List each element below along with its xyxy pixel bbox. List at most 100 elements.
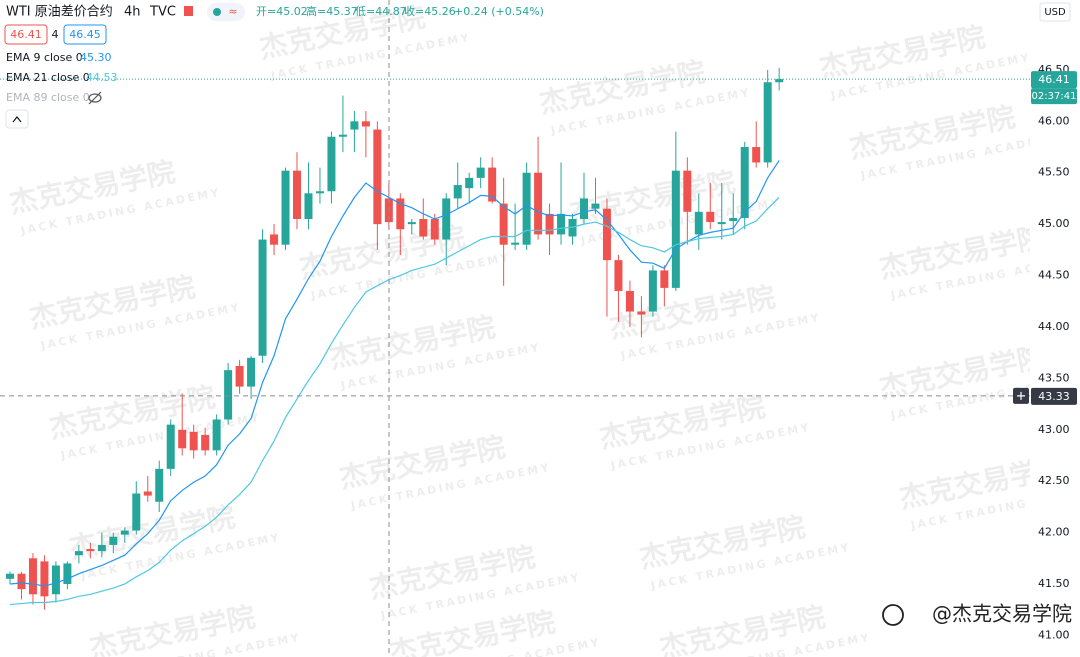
candle-body xyxy=(729,217,738,222)
status-icon: ≈ xyxy=(228,5,237,18)
candle-body xyxy=(293,170,301,219)
candle-body xyxy=(212,419,221,451)
indicator-name: EMA 9 close 0 xyxy=(6,51,83,64)
crosshair-plus xyxy=(1017,391,1025,400)
ema-line xyxy=(9,196,780,606)
candle-body xyxy=(350,121,359,130)
crosshair-price-box xyxy=(1031,387,1077,405)
candle-body xyxy=(28,558,37,595)
candle-body xyxy=(224,370,233,420)
collapse-button[interactable] xyxy=(5,109,29,129)
ohlc-open: 开=45.02 xyxy=(256,5,308,18)
price-axis xyxy=(1030,0,1080,657)
y-tick-label: 43.00 xyxy=(1038,423,1070,436)
candle-body xyxy=(671,170,680,288)
y-tick-label: 42.50 xyxy=(1038,474,1070,487)
candle-body xyxy=(775,79,784,83)
candle-body xyxy=(396,198,405,230)
y-tick-label: 43.50 xyxy=(1038,371,1070,384)
hidden-icon[interactable] xyxy=(88,91,102,105)
candle-body xyxy=(602,208,611,261)
ask-box[interactable] xyxy=(63,24,107,45)
candle-body xyxy=(247,357,256,387)
candle-body xyxy=(178,429,187,449)
candle-body xyxy=(717,222,726,225)
collapse-icon xyxy=(12,116,22,123)
candle-body xyxy=(155,468,164,502)
currency-box[interactable] xyxy=(1039,2,1071,22)
candle-body xyxy=(740,147,749,218)
candle-body xyxy=(120,530,129,535)
ohlc-change: +0.24 (+0.54%) xyxy=(454,5,544,18)
candle-body xyxy=(557,213,566,235)
candle-body xyxy=(86,549,95,552)
candle-body xyxy=(373,129,382,225)
spread: 4 xyxy=(52,28,59,41)
candle-body xyxy=(660,270,669,288)
y-tick-label: 44.50 xyxy=(1038,269,1070,282)
bid: 46.41 xyxy=(10,28,42,41)
flag-icon[interactable] xyxy=(184,6,193,16)
interval: 4h xyxy=(124,5,141,20)
candle-body xyxy=(614,260,623,291)
ohlc-close: 收=45.26 xyxy=(404,4,456,18)
candle-body xyxy=(51,565,60,595)
indicator-value: 44.53 xyxy=(86,71,118,84)
currency: USD xyxy=(1044,7,1066,18)
last-price-box xyxy=(1031,71,1077,89)
status-pill[interactable] xyxy=(207,3,245,21)
candle-body xyxy=(442,198,451,240)
candle-body xyxy=(752,147,761,163)
y-tick-label: 45.00 xyxy=(1038,217,1070,230)
candle-body xyxy=(327,136,336,192)
candle-body xyxy=(270,234,279,245)
ema-line xyxy=(9,160,780,587)
y-tick-label: 46.00 xyxy=(1038,114,1070,127)
crosshair-price-label: 43.33 xyxy=(1038,390,1070,403)
candle-body xyxy=(281,170,290,245)
status-dot xyxy=(213,8,221,16)
indicator-name: EMA 89 close 0 xyxy=(6,91,90,104)
candle-body xyxy=(40,561,49,597)
candle-body xyxy=(17,573,26,590)
candle-body xyxy=(637,311,646,315)
candle-body xyxy=(625,290,634,312)
last-price-label: 46.41 xyxy=(1038,73,1070,86)
y-tick-label: 41.50 xyxy=(1038,577,1070,590)
ohlc-low: 低=44.87 xyxy=(355,5,407,18)
candle-body xyxy=(143,491,152,496)
candle-body xyxy=(488,167,497,202)
candle-body xyxy=(580,198,588,219)
candle-body xyxy=(407,222,416,225)
candle-body xyxy=(74,551,83,556)
candle-body xyxy=(545,213,554,235)
candle-body xyxy=(166,424,175,469)
candle-body xyxy=(465,177,474,189)
bid-box[interactable] xyxy=(4,24,48,45)
candle-body xyxy=(97,544,106,552)
candle-body xyxy=(338,134,347,137)
candle-body xyxy=(683,170,692,212)
symbol: WTI 原油差价合约 xyxy=(6,5,113,20)
candle-body xyxy=(361,121,370,127)
candle-body xyxy=(132,493,141,531)
candle-body xyxy=(6,573,14,579)
candle-body xyxy=(534,172,543,235)
indicator-value: 45.30 xyxy=(80,51,112,64)
candle-body xyxy=(763,82,772,163)
y-tick-label: 41.00 xyxy=(1038,628,1070,641)
candle-body xyxy=(419,219,428,237)
candle-body xyxy=(499,203,508,245)
